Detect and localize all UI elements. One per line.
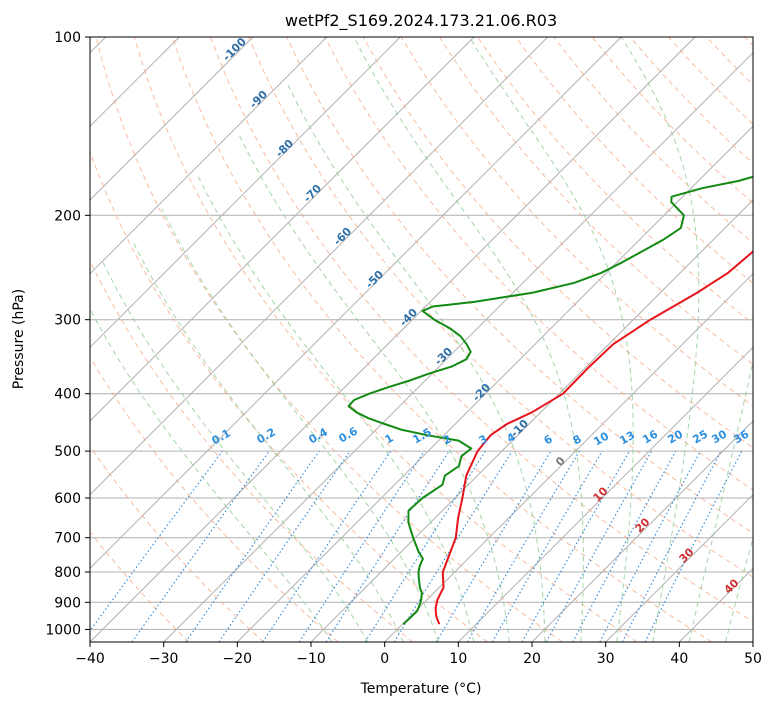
x-tick-label: 0: [380, 651, 389, 667]
x-tick-label: −20: [223, 651, 253, 667]
isotherm-line: [90, 37, 328, 275]
moist-adiabat-line: [90, 308, 333, 642]
moist-adiabat-line: [237, 132, 510, 642]
x-tick-label: −10: [296, 651, 326, 667]
isotherm-line: [236, 125, 753, 642]
mixing-ratio-line: [90, 450, 223, 632]
dry-adiabat-line: [90, 445, 264, 642]
dry-adiabat-line: [133, 37, 638, 642]
x-axis-label: Temperature (°C): [360, 681, 482, 697]
y-tick-label: 1000: [45, 622, 81, 638]
isotherm-line: [384, 272, 753, 642]
dry-adiabat-line: [286, 37, 753, 534]
temperature-line: [434, 250, 753, 625]
y-tick-label: 300: [54, 313, 81, 329]
background-lines: [90, 37, 753, 642]
sounding-lines: [347, 175, 753, 625]
moist-adiabat-line: [287, 83, 546, 642]
y-tick-label: 800: [54, 565, 81, 581]
x-tick-label: 10: [449, 651, 467, 667]
dewpoint-line: [347, 175, 753, 625]
y-tick-label: 100: [54, 30, 81, 46]
moist-adiabat-line: [196, 173, 475, 642]
mixing-ratio-line: [521, 450, 631, 642]
chart-title: wetPf2_S169.2024.173.21.06.R03: [285, 11, 557, 31]
isotherm-line: [457, 346, 753, 642]
mixing-ratio-line: [572, 450, 677, 642]
mixing-ratio-line: [298, 450, 425, 642]
moist-adiabat-line: [620, 37, 700, 642]
isotherm-line: [531, 420, 753, 642]
dry-adiabat-line: [438, 37, 753, 366]
moist-adiabat-line: [131, 239, 404, 642]
dry-adiabat-line: [210, 37, 753, 623]
x-tick-label: 20: [523, 651, 541, 667]
mixing-ratio-line: [393, 450, 513, 642]
x-axis: −40 −30 −20 −10 0 10 20 30 40 50: [75, 642, 762, 667]
y-tick-label: 500: [54, 444, 81, 460]
y-tick-label: 700: [54, 531, 81, 547]
y-axis-label: Pressure (hPa): [11, 289, 27, 389]
dry-adiabat-line: [515, 37, 753, 284]
y-tick-label: 200: [54, 208, 81, 224]
mixing-ratio-line: [131, 450, 270, 642]
x-tick-label: 40: [670, 651, 688, 667]
x-tick-label: 30: [597, 651, 615, 667]
y-tick-label: 900: [54, 595, 81, 611]
isotherm-line: [605, 493, 753, 642]
mixing-ratio-line: [262, 450, 392, 642]
mixing-ratio-line: [185, 450, 320, 642]
moist-adiabat-line: [353, 37, 584, 642]
dry-adiabat-line: [95, 37, 563, 642]
dry-adiabat-line: [248, 37, 753, 578]
moist-adiabat-line: [161, 208, 439, 642]
y-axis: 100 200 300 400 500 600 700 800 900 1000: [45, 30, 90, 638]
isotherm-line: [90, 37, 475, 422]
y-tick-label: 600: [54, 491, 81, 507]
dry-adiabat-line: [171, 37, 712, 642]
plot-area: [90, 37, 753, 642]
isotherm-line: [90, 37, 622, 570]
plot-frame: [89, 36, 754, 643]
isotherm-line: [90, 37, 696, 642]
y-tick-label: 400: [54, 387, 81, 403]
mixing-ratio-line: [325, 450, 450, 642]
x-tick-label: −40: [75, 651, 105, 667]
isotherm-line: [90, 37, 254, 201]
mixing-ratio-line: [545, 450, 653, 642]
x-tick-label: −30: [149, 651, 179, 667]
x-tick-label: 50: [744, 651, 762, 667]
dry-adiabat-line: [90, 259, 414, 642]
isotherm-line: [90, 37, 549, 496]
mixing-ratio-line: [218, 450, 351, 642]
isotherm-line: [163, 51, 753, 642]
mixing-ratio-line: [644, 450, 743, 642]
dry-adiabat-line: [400, 37, 753, 407]
dry-adiabat-line: [90, 150, 488, 642]
moist-adiabat-line: [102, 262, 369, 642]
isotherm-line: [90, 37, 401, 349]
dry-adiabat-line: [90, 356, 339, 642]
dry-adiabat-line: [90, 531, 190, 642]
